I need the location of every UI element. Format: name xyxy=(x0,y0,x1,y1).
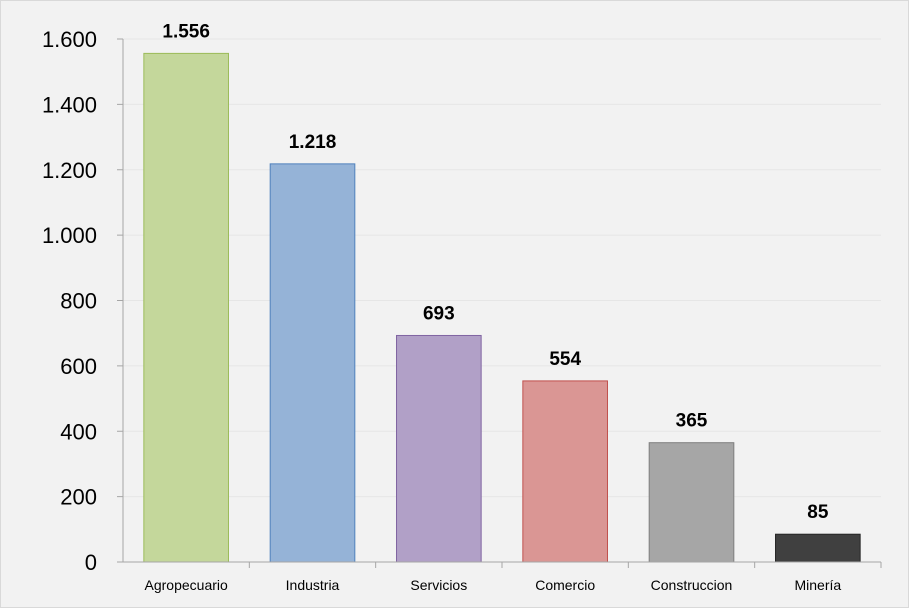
axes xyxy=(117,38,882,568)
bar-comercio xyxy=(522,380,608,563)
data-label: 693 xyxy=(423,303,455,324)
x-tick-label: Industria xyxy=(286,577,340,593)
y-tick-label: 1.600 xyxy=(42,27,97,52)
y-tick-label: 0 xyxy=(85,550,97,575)
x-tick-label: Comercio xyxy=(535,577,595,593)
data-label: 1.218 xyxy=(289,132,337,153)
x-tick-label: Agropecuario xyxy=(145,577,228,593)
bar-agropecuario xyxy=(143,52,229,563)
y-tick-label: 200 xyxy=(60,485,97,510)
y-tick-label: 800 xyxy=(60,289,97,314)
labels: 0 200 400 600 800 1.000 1.200 1.400 1.600 1.556 Ag… xyxy=(42,21,841,593)
x-tick-label: Minería xyxy=(794,577,841,593)
bar-industria xyxy=(269,163,356,563)
bar-minería xyxy=(775,533,861,563)
gridlines xyxy=(123,38,881,498)
y-tick-label: 400 xyxy=(60,419,97,444)
y-tick-label: 1.200 xyxy=(42,158,97,183)
x-tick-label: Servicios xyxy=(410,577,467,593)
y-tick-label: 600 xyxy=(60,354,97,379)
data-label: 1.556 xyxy=(162,21,210,42)
bar-servicios xyxy=(396,334,482,563)
x-tick-label: Construccion xyxy=(651,577,733,593)
y-tick-label: 1.000 xyxy=(42,223,97,248)
data-label: 85 xyxy=(807,502,829,523)
y-tick-label: 1.400 xyxy=(42,92,97,117)
data-label: 365 xyxy=(676,411,708,432)
data-label: 554 xyxy=(549,349,581,370)
bars xyxy=(143,52,861,563)
bar-construccion xyxy=(648,442,735,563)
